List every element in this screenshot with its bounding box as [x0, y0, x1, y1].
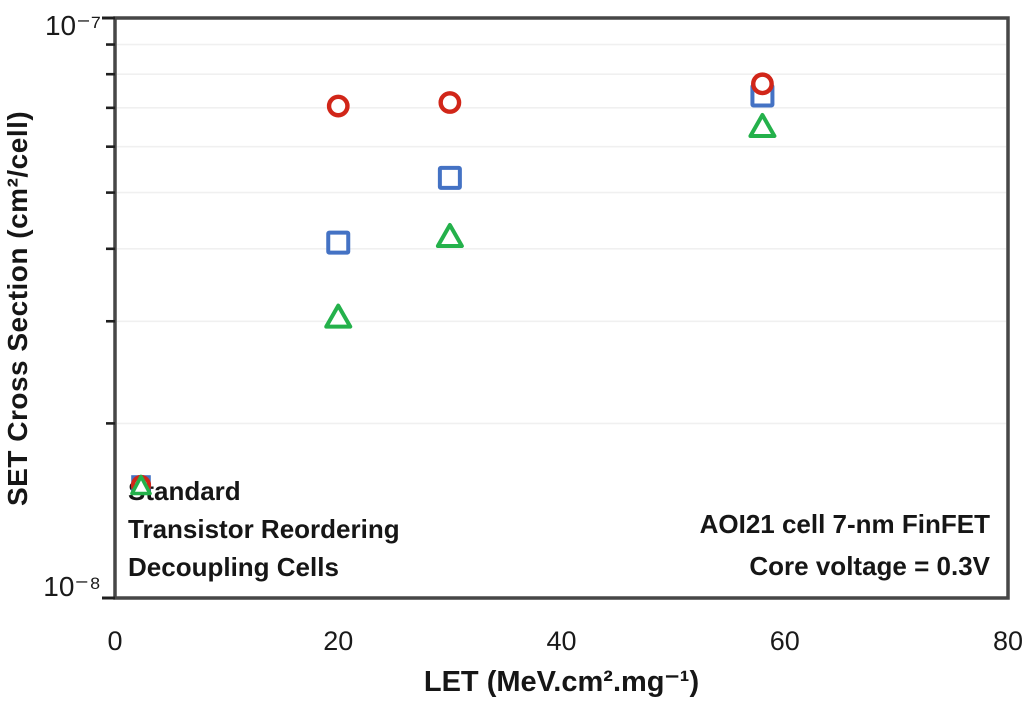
legend-item-standard: Standard — [128, 472, 400, 510]
data-point-triangle — [324, 303, 353, 329]
legend-item-decoupling-cells: Decoupling Cells — [128, 474, 400, 586]
data-point-circle — [438, 91, 462, 114]
y-tick-label: 10⁻⁸ — [43, 571, 101, 602]
x-axis-title: LET (MeV.cm².mg⁻¹) — [423, 666, 700, 698]
legend-label-transistor-reordering: Transistor Reordering — [128, 513, 400, 544]
data-point-circle — [326, 94, 350, 118]
x-tick-label: 20 — [323, 626, 353, 656]
data-point-square — [437, 165, 462, 190]
annotation-line-2: Core voltage = 0.3V — [749, 551, 990, 581]
data-point-triangle — [748, 113, 777, 139]
data-point-circle — [751, 72, 774, 96]
y-axis-title: SET Cross Section (cm²/cell) — [2, 110, 33, 506]
y-tick-label: 10⁻⁷ — [45, 10, 101, 41]
x-tick-label: 80 — [993, 626, 1023, 656]
legend-label-decoupling-cells: Decoupling Cells — [128, 551, 339, 582]
triangle-marker-icon — [130, 474, 152, 496]
legend-item-transistor-reordering: Transistor Reordering — [128, 474, 400, 548]
plot-border — [113, 16, 1010, 600]
x-tick-label: 40 — [546, 626, 576, 656]
annotation-line-1: AOI21 cell 7-nm FinFET — [699, 509, 990, 539]
x-tick-label: 60 — [770, 626, 800, 656]
legend: Standard Transistor Reordering Decouplin… — [128, 472, 400, 586]
annotation: AOI21 cell 7-nm FinFET Core voltage = 0.… — [700, 503, 990, 587]
data-point-triangle — [435, 223, 464, 249]
x-tick-label: 0 — [107, 626, 122, 656]
data-point-square — [326, 230, 351, 255]
